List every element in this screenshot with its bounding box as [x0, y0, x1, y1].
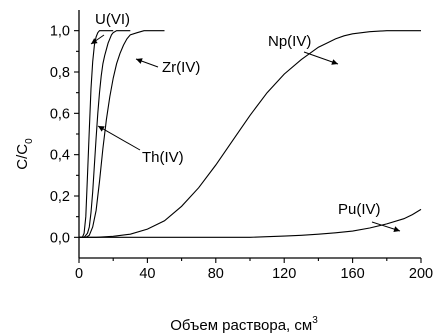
- annotation-puiv: Pu(IV): [338, 201, 381, 218]
- x-axis-title-superscript: 3: [312, 315, 318, 326]
- annotation-arrowhead-thiv: [98, 126, 105, 132]
- y-tick-label: 1,0: [50, 24, 70, 40]
- annotation-thiv: Th(IV): [142, 149, 184, 166]
- y-axis-title-text: C/C: [14, 144, 31, 170]
- series-line-uvi: [79, 30, 114, 238]
- y-tick-label: 0,0: [50, 230, 70, 246]
- x-axis-title: Объем раствора, см3: [170, 315, 318, 334]
- x-axis-title-text: Объем раствора, см: [170, 317, 312, 334]
- x-tick-label: 120: [272, 266, 296, 282]
- series-line-npiv: [79, 30, 421, 238]
- annotation-zriv: Zr(IV): [162, 59, 200, 76]
- series-line-zriv: [79, 30, 165, 238]
- annotation-arrowhead-npiv: [331, 59, 338, 65]
- y-axis-title: C/C0: [14, 138, 35, 170]
- annotation-arrowhead-uvi: [91, 38, 98, 44]
- y-tick-label: 0,6: [50, 106, 70, 122]
- x-tick-label: 40: [139, 266, 155, 282]
- y-axis-title-subscript: 0: [24, 138, 35, 144]
- annotation-arrowhead-zriv: [136, 58, 143, 64]
- y-tick-label: 0,8: [50, 65, 70, 81]
- annotation-arrowhead-puiv: [393, 226, 400, 232]
- series-layer: [79, 30, 422, 238]
- x-tick-label: 160: [340, 266, 364, 282]
- annotation-uvi: U(VI): [95, 11, 130, 28]
- x-tick-label: 200: [409, 266, 433, 282]
- series-line-thiv: [79, 30, 131, 238]
- series-line-puiv: [79, 208, 422, 238]
- y-tick-label: 0,2: [50, 189, 70, 205]
- y-tick-label: 0,4: [50, 148, 70, 164]
- annotation-npiv: Np(IV): [268, 33, 311, 50]
- annotation-arrow-thiv: [97, 125, 141, 151]
- axes: 0 40 80 120 160 200 0,0 0,2 0,4 0,6 0,8 1,0: [50, 10, 433, 282]
- x-tick-label: 80: [208, 266, 224, 282]
- annotation-layer: U(VI) Zr(IV) Np(IV) Th(IV) Pu(IV): [90, 11, 401, 232]
- x-tick-label: 0: [75, 266, 83, 282]
